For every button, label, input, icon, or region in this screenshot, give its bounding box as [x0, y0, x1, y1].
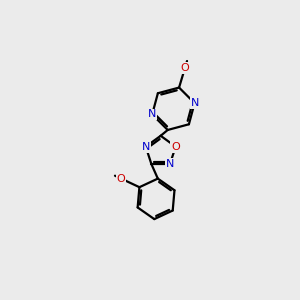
Text: N: N	[142, 142, 150, 152]
Text: N: N	[190, 98, 199, 108]
Text: N: N	[148, 110, 156, 119]
Text: O: O	[117, 174, 126, 184]
Text: O: O	[171, 142, 180, 152]
Text: O: O	[181, 63, 189, 73]
Text: N: N	[166, 159, 174, 169]
